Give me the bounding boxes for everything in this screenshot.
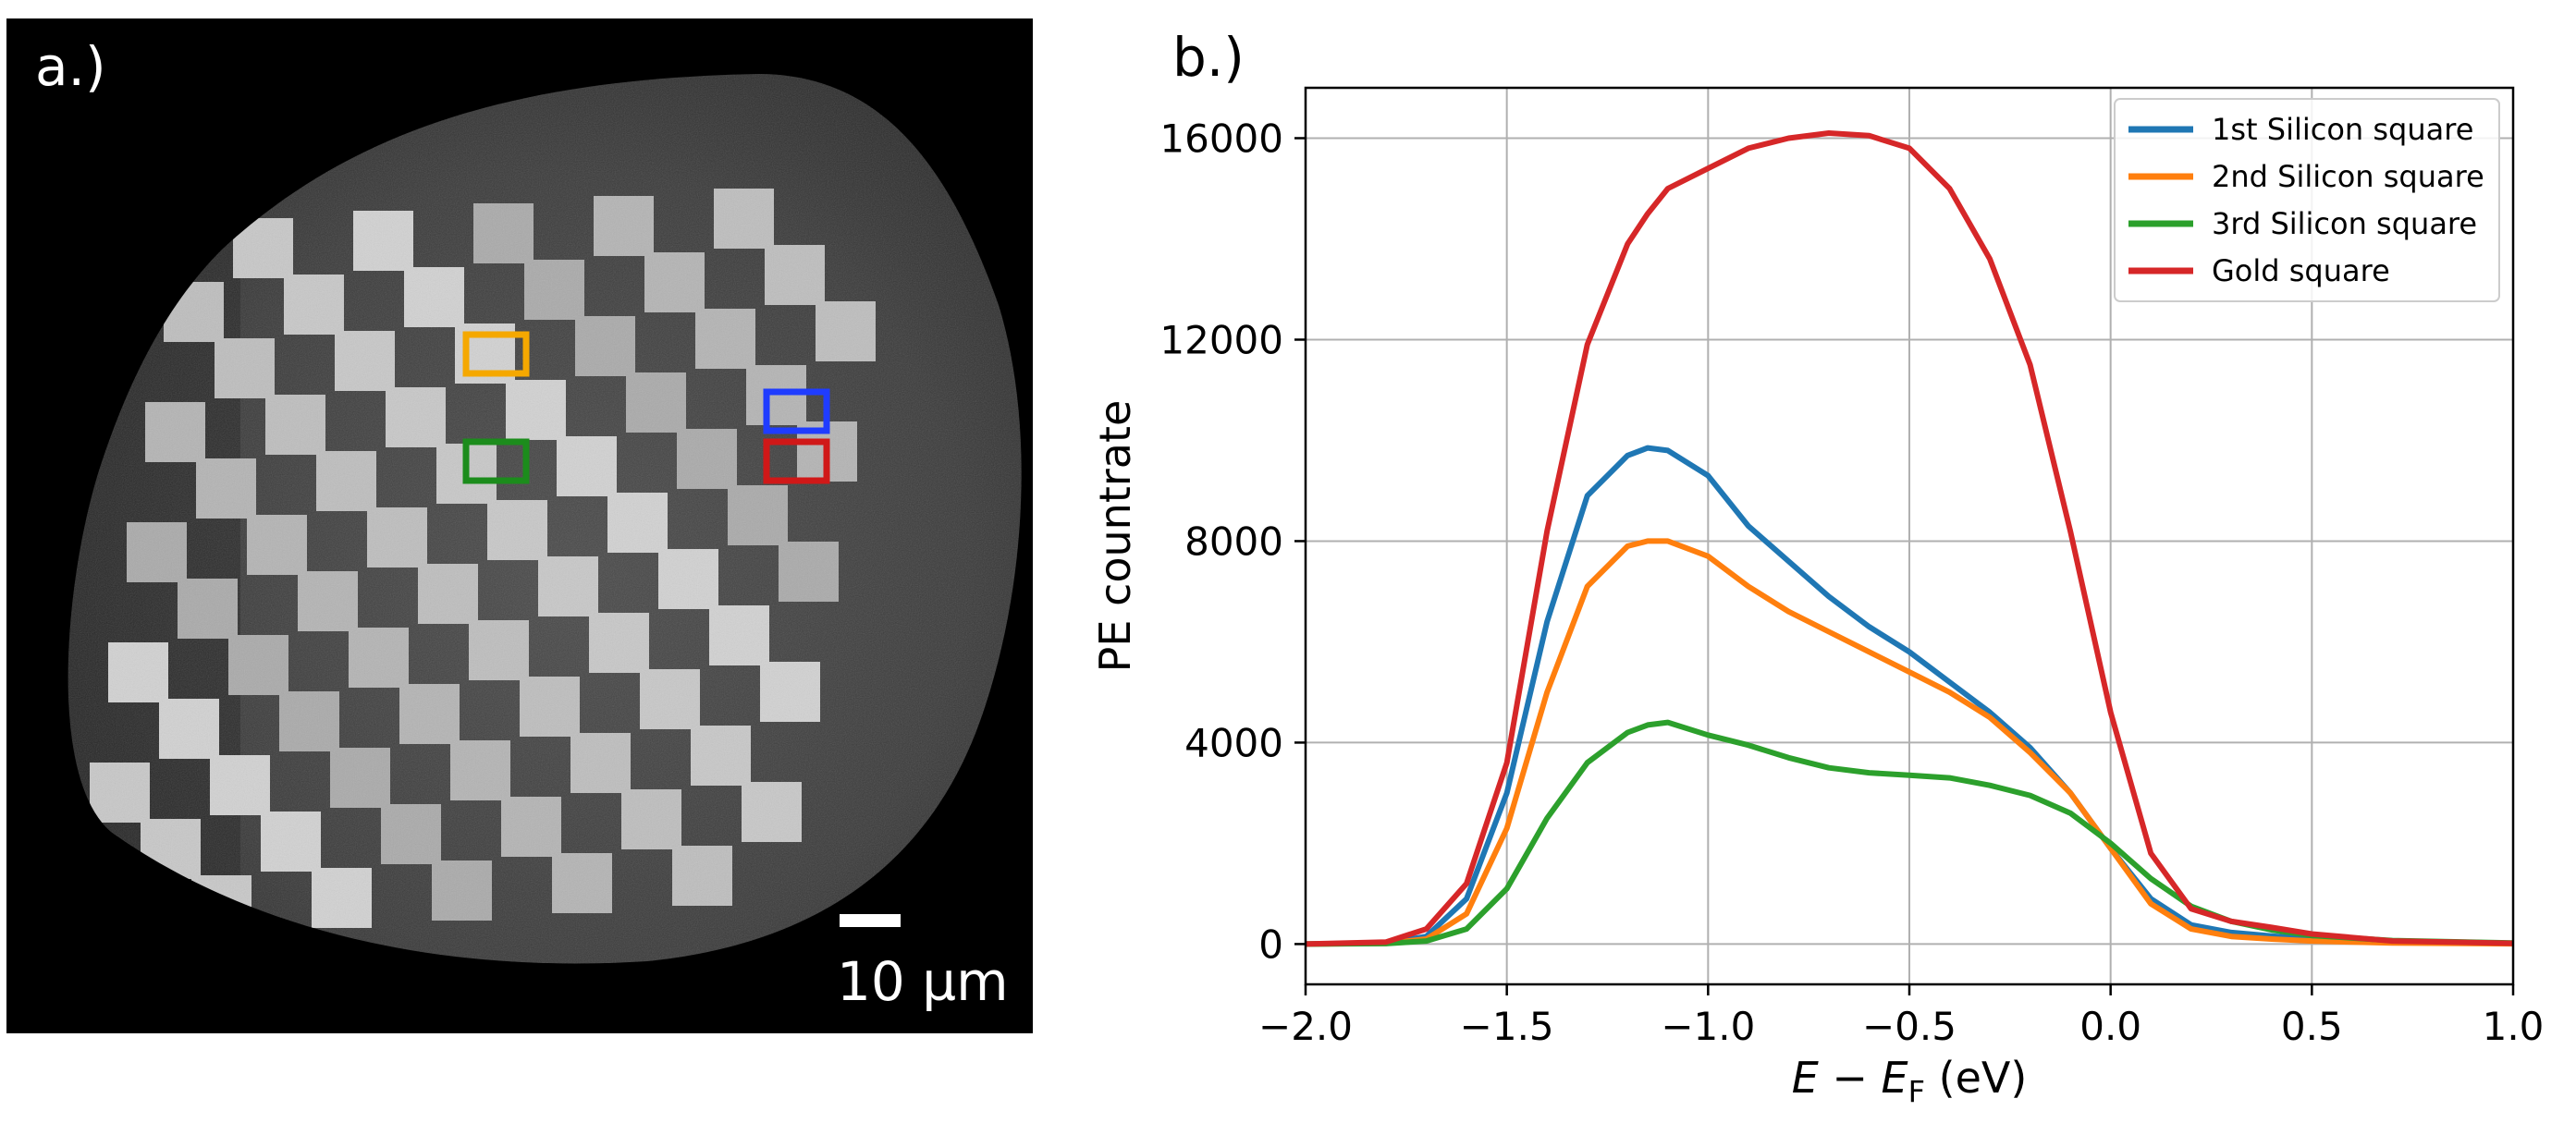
spectrum-chart-panel: b.) −2.0 −1.5 −1.0 −0.5 0.0 0.5 1.0 0 4000 8000 12… [1090,26,2544,1109]
x-tick-label: 0.5 [2281,1004,2343,1049]
legend: 1st Silicon square 2nd Silicon square 3rd … [2114,98,2500,302]
roi-markers [462,331,830,484]
x-tick-label: −0.5 [1862,1004,1957,1049]
legend-box [2114,98,2500,302]
x-tick-label: 0.0 [2079,1004,2141,1049]
series-line-2 [1305,538,2514,947]
panel-b-label: b.) [1172,26,1245,89]
y-tick-label: 12000 [1159,317,1283,362]
series-line-4 [1305,130,2514,947]
x-tick-label: 1.0 [2483,1004,2545,1049]
roi-red-marker [763,438,830,484]
roi-orange-marker [462,331,530,377]
y-tick-label: 0 [1258,921,1283,967]
x-axis-label-main: E − E [1792,1053,1908,1103]
x-axis-label-subscript: F [1908,1074,1925,1109]
series-line-1 [1305,445,2514,947]
scale-bar-label: 10 µm [837,950,1009,1013]
legend-label: 1st Silicon square [2212,112,2473,147]
microscope-image-panel: a.) 10 µm [6,18,1033,1033]
x-tick-label: −1.5 [1460,1004,1554,1049]
x-tick-label: −2.0 [1258,1004,1353,1049]
y-tick-label: 16000 [1159,116,1283,161]
roi-blue-marker [763,388,830,434]
y-tick-label: 4000 [1184,720,1283,765]
y-axis-label: PE countrate [1090,400,1140,673]
x-axis-label: E − EF (eV) [1792,1053,2028,1109]
legend-label: 2nd Silicon square [2212,159,2484,194]
y-tick-label: 8000 [1184,519,1283,564]
x-tick-label: −1.0 [1661,1004,1755,1049]
axis-ticks: −2.0 −1.5 −1.0 −0.5 0.0 0.5 1.0 0 4000 8000 12000 1… [1159,116,2544,1049]
series-lines [1305,130,2514,947]
roi-green-marker [462,438,530,484]
legend-label: Gold square [2212,253,2390,288]
x-axis-label-unit: (eV) [1925,1053,2027,1103]
panel-a-label: a.) [35,35,106,98]
scale-bar [840,914,901,927]
legend-label: 3rd Silicon square [2212,206,2477,241]
